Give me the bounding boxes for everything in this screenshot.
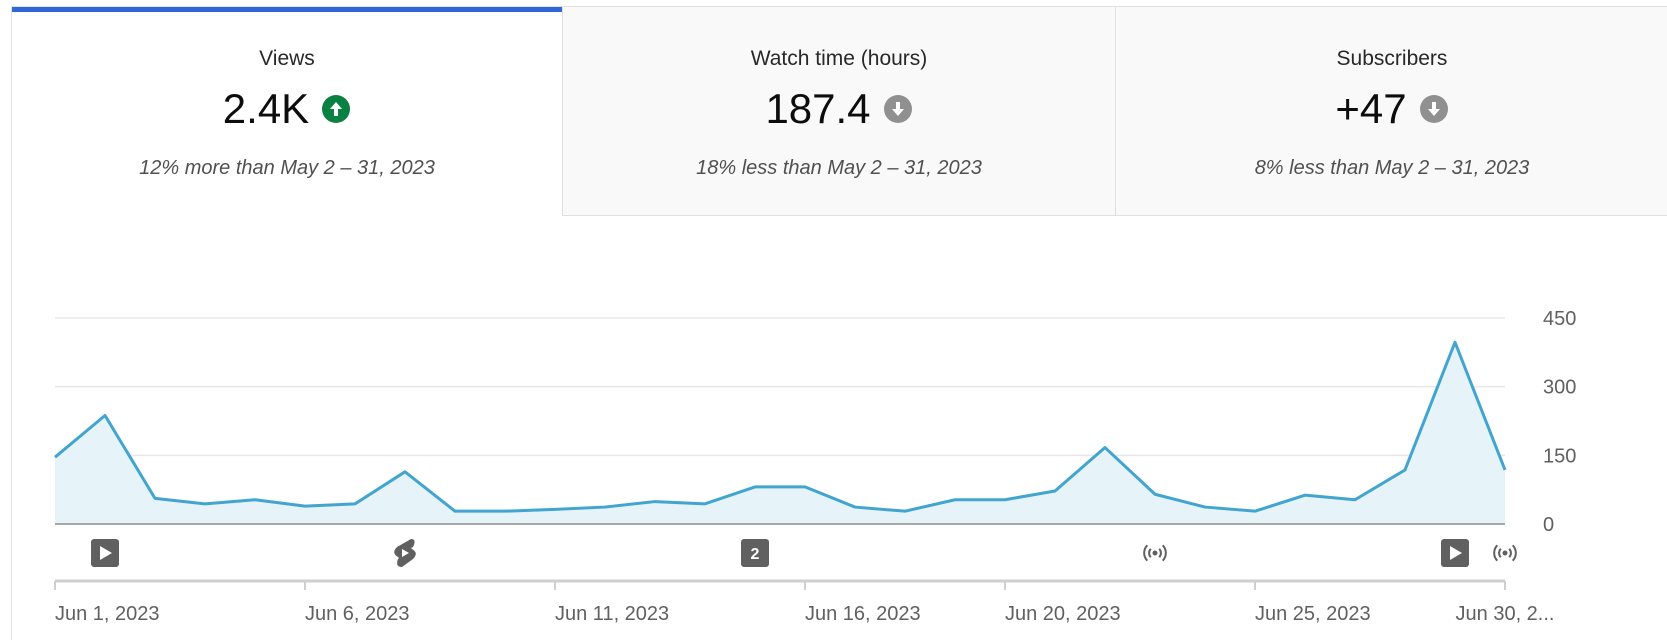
metric-tab[interactable]: Views 2.4K 12% more than May 2 – 31, 2023 — [12, 7, 562, 216]
metric-value: 2.4K — [222, 85, 310, 132]
event-marker — [394, 539, 416, 567]
y-tick-label: 0 — [1543, 514, 1554, 536]
event-marker: 2 — [741, 539, 769, 567]
trend-icon — [322, 95, 351, 123]
event-marker — [1493, 544, 1517, 562]
metric-value-row: +47 — [1116, 85, 1667, 133]
live-dot — [1152, 550, 1158, 556]
metric-comparison: 12% more than May 2 – 31, 2023 — [139, 157, 435, 179]
event-marker — [1441, 539, 1469, 567]
live-arc — [1508, 548, 1512, 558]
x-tick-label: Jun 25, 2023 — [1255, 603, 1371, 625]
trend-arrow — [330, 102, 343, 116]
live-arc — [1511, 544, 1517, 562]
line — [54, 340, 1507, 513]
analytics-card: Views 2.4K 12% more than May 2 – 31, 2023 W… — [11, 6, 1667, 640]
metric-value: +47 — [1335, 85, 1407, 132]
x-tick-label: Jun 30, 2... — [1456, 603, 1555, 625]
play-glyph — [100, 546, 112, 560]
metric-title: Watch time (hours) — [750, 47, 928, 70]
count-icon — [741, 539, 769, 567]
y-tick-label: 150 — [1543, 445, 1576, 467]
trend-icon — [1419, 95, 1448, 123]
metric-title: Views — [259, 47, 315, 70]
trend-icon — [883, 95, 912, 123]
live-arc — [1158, 548, 1162, 558]
x-tick-label: Jun 6, 2023 — [305, 603, 410, 625]
area — [55, 342, 1505, 524]
live-arc — [1148, 548, 1152, 558]
x-tick-label: Jun 1, 2023 — [55, 603, 160, 625]
metric-value-row: 187.4 — [563, 85, 1115, 133]
trend-arrow — [1427, 102, 1440, 116]
live-arc — [1493, 544, 1499, 562]
x-tick-label: Jun 20, 2023 — [1005, 603, 1121, 625]
event-marker — [91, 539, 119, 567]
metric-tab[interactable]: Subscribers +47 8% less than May 2 – 31, 2… — [1115, 7, 1667, 216]
live-arc — [1498, 548, 1502, 558]
trend-arrow — [891, 102, 904, 116]
metric-value-row: 2.4K — [12, 85, 562, 133]
y-tick-label: 300 — [1543, 377, 1576, 399]
play-glyph — [1450, 546, 1462, 560]
x-tick-label: Jun 11, 2023 — [555, 603, 669, 625]
metric-tabs: Views 2.4K 12% more than May 2 – 31, 2023 W… — [12, 7, 1667, 216]
event-marker — [1143, 544, 1167, 562]
live-arc — [1161, 544, 1167, 562]
live-dot — [1502, 550, 1508, 556]
metric-comparison: 18% less than May 2 – 31, 2023 — [696, 157, 982, 179]
count-label: 2 — [751, 546, 760, 563]
metric-value: 187.4 — [765, 85, 871, 132]
x-tick-label: Jun 16, 2023 — [805, 603, 921, 625]
y-tick-label: 450 — [1543, 308, 1576, 330]
metric-tab[interactable]: Watch time (hours) 187.4 18% less than May… — [562, 7, 1115, 216]
metric-title: Subscribers — [1336, 47, 1448, 70]
short-play — [402, 549, 409, 557]
metric-comparison: 8% less than May 2 – 31, 2023 — [1254, 157, 1530, 179]
live-arc — [1143, 544, 1149, 562]
